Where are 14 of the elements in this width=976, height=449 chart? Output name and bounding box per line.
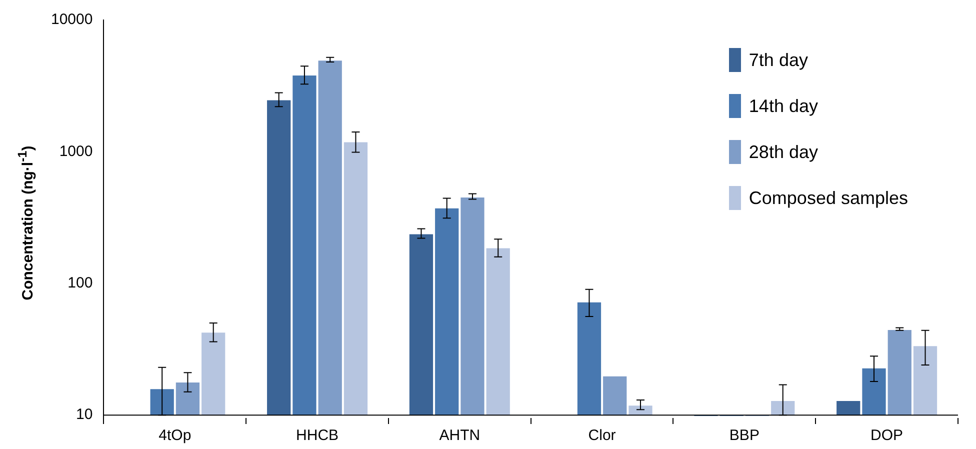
x-tick-label: AHTN [439,427,480,444]
x-tick-label: HHCB [296,427,339,444]
y-tick-label: 10000 [50,11,93,28]
legend-label: Composed samples [748,188,908,208]
legend-label: 14th day [748,96,818,116]
legend-label: 28th day [748,142,818,162]
x-tick-label: Clor [588,427,616,444]
x-tick-label: DOP [870,427,904,444]
x-tick-label: 4tOp [158,427,192,444]
y-tick-label: 1000 [59,142,93,160]
x-tick-label: BBP [729,427,760,444]
legend-label: 7th day [748,50,808,70]
y-tick-label: 100 [68,274,93,292]
y-tick-label: 10 [76,406,93,424]
